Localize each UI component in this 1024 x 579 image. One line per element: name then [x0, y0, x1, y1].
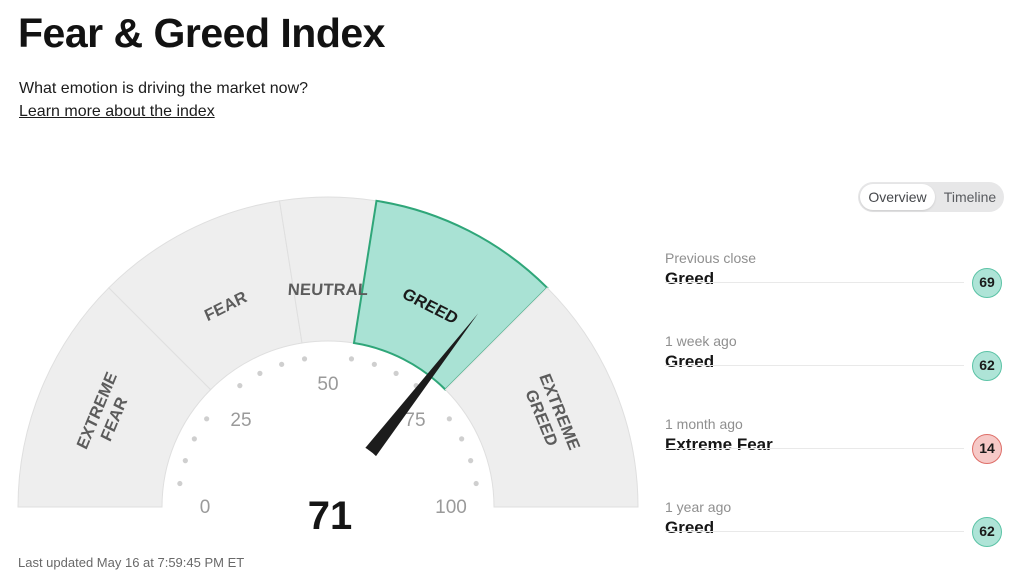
svg-text:50: 50	[317, 374, 338, 395]
svg-text:0: 0	[200, 497, 211, 518]
svg-text:75: 75	[404, 410, 425, 431]
svg-text:71: 71	[308, 494, 353, 538]
svg-text:25: 25	[230, 410, 251, 431]
svg-text:NEUTRAL: NEUTRAL	[287, 280, 369, 299]
svg-text:100: 100	[435, 497, 467, 518]
